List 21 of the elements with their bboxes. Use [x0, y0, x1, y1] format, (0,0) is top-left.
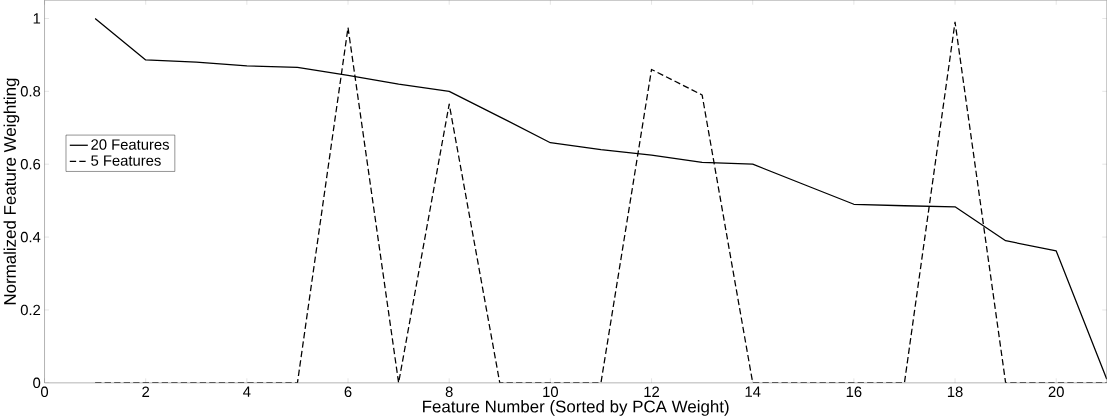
x-tick-label: 14 [745, 386, 761, 397]
y-tick-label: 0.6 [20, 158, 41, 170]
legend-label: 5 Features [91, 155, 161, 166]
x-tick-label: 12 [644, 386, 660, 397]
x-tick-label: 6 [344, 386, 352, 397]
x-tick-label: 0 [40, 386, 49, 397]
y-tick-label: 0.8 [20, 85, 41, 97]
y-axis-title: Normalized Feature Weighting [3, 78, 20, 304]
y-tick-label: 0.4 [20, 231, 41, 243]
x-tick-label: 18 [947, 386, 963, 397]
y-tick-label: 1 [33, 13, 41, 24]
x-tick-label: 20 [1048, 386, 1064, 397]
x-tick-label: 10 [543, 386, 559, 397]
x-tick-label: 2 [142, 386, 150, 397]
x-tick-label: 4 [243, 386, 251, 397]
legend-label: 20 Features [91, 139, 169, 150]
y-tick-label: 0.2 [20, 304, 41, 316]
x-axis-title: Feature Number (Sorted by PCA Weight) [423, 399, 729, 416]
x-tick-label: 8 [445, 386, 453, 397]
x-tick-label: 16 [846, 386, 862, 397]
y-tick-label: 0 [33, 377, 41, 388]
